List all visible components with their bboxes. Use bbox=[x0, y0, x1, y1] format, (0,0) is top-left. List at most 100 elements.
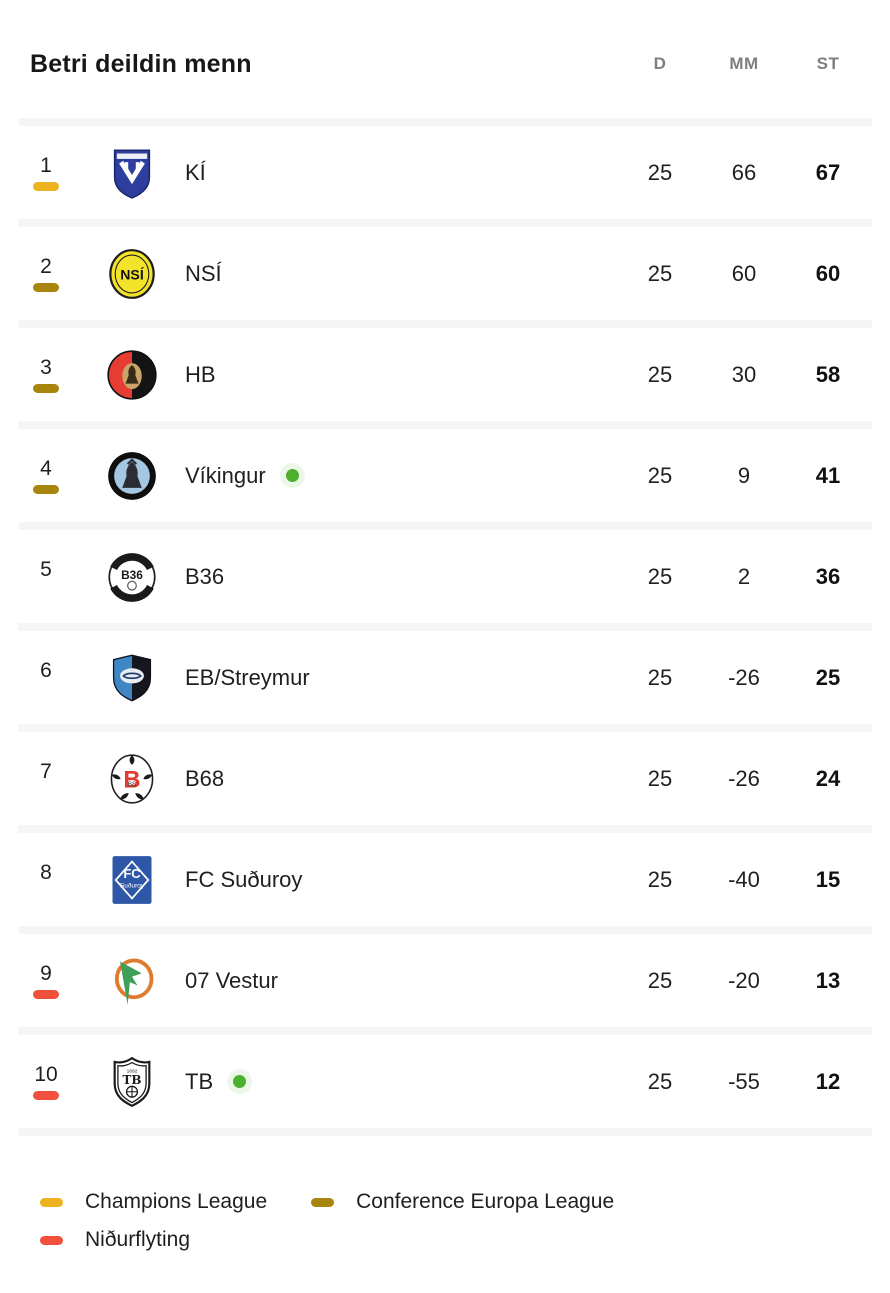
svg-text:TB: TB bbox=[123, 1073, 142, 1087]
svg-text:Suðuroy: Suðuroy bbox=[120, 881, 145, 889]
table-row-ki[interactable]: 1 KÍ 25 66 67 bbox=[0, 126, 890, 219]
played-value: 25 bbox=[647, 159, 673, 185]
conference-league-marker bbox=[33, 383, 59, 393]
row-stats: 25 -55 12 bbox=[628, 1069, 860, 1095]
row-stats: 25 30 58 bbox=[628, 362, 860, 388]
position-number: 3 bbox=[40, 356, 52, 380]
column-header-points: ST bbox=[816, 54, 840, 73]
legend-line-2: Niðurflyting bbox=[40, 1228, 890, 1252]
points-value: 15 bbox=[815, 866, 841, 892]
diff-value: -55 bbox=[728, 1068, 760, 1094]
svg-text:B36: B36 bbox=[121, 568, 143, 582]
row-stats: 25 -26 25 bbox=[628, 665, 860, 691]
team-name: FC Suðuroy bbox=[185, 866, 303, 892]
points-value: 12 bbox=[815, 1068, 841, 1094]
played-value: 25 bbox=[647, 1068, 673, 1094]
league-table-widget: Betri deildin menn D MM ST 1 KÍ 25 66 67… bbox=[0, 49, 890, 1252]
column-headers: D MM ST bbox=[628, 54, 860, 74]
live-match-dot-icon bbox=[233, 1075, 247, 1088]
diff-value: 66 bbox=[731, 159, 757, 185]
team-name: HB bbox=[185, 361, 216, 387]
diff-value: -26 bbox=[728, 664, 760, 690]
row-stats: 25 9 41 bbox=[628, 463, 860, 489]
rank-cell: 6 bbox=[30, 659, 62, 695]
legend-item-champions-league: Champions League bbox=[40, 1190, 267, 1214]
rank-cell: 2 bbox=[30, 255, 62, 292]
legend-label: Conference Europa League bbox=[356, 1190, 615, 1213]
rank-cell: 5 bbox=[30, 558, 62, 594]
vikingur-club-logo-icon bbox=[106, 450, 158, 502]
hb-club-logo-icon bbox=[106, 349, 158, 401]
svg-text:1892: 1892 bbox=[127, 1068, 138, 1074]
table-row-fc-suduroy[interactable]: 8 FC Suðuroy FC Suðuroy 25 -40 15 bbox=[0, 833, 890, 926]
position-number: 7 bbox=[40, 760, 52, 784]
team-name: KÍ bbox=[185, 159, 206, 185]
legend-label: Champions League bbox=[85, 1190, 268, 1213]
played-value: 25 bbox=[647, 260, 673, 286]
svg-text:68: 68 bbox=[128, 779, 136, 788]
table-row-hb[interactable]: 3 HB 25 30 58 bbox=[0, 328, 890, 421]
divider bbox=[18, 522, 872, 530]
team-cell: EB/Streymur bbox=[185, 665, 628, 691]
team-cell: Víkingur bbox=[185, 463, 628, 489]
position-number: 2 bbox=[40, 255, 52, 279]
b68-club-logo-icon: B 68 bbox=[106, 753, 158, 805]
table-row-07-vestur[interactable]: 9 07 Vestur 25 -20 13 bbox=[0, 934, 890, 1027]
played-value: 25 bbox=[647, 664, 673, 690]
points-value: 58 bbox=[815, 361, 841, 387]
ki-club-logo-icon bbox=[106, 147, 158, 199]
position-number: 6 bbox=[40, 659, 52, 683]
legend-item-relegation: Niðurflyting bbox=[40, 1228, 190, 1252]
row-stats: 25 -26 24 bbox=[628, 766, 860, 792]
diff-value: -26 bbox=[728, 765, 760, 791]
diff-value: 9 bbox=[737, 462, 751, 488]
rank-cell: 8 bbox=[30, 861, 62, 897]
legend: Champions League Conference Europa Leagu… bbox=[40, 1190, 890, 1252]
page-title: Betri deildin menn bbox=[30, 49, 252, 78]
svg-text:FC: FC bbox=[123, 865, 141, 880]
played-value: 25 bbox=[647, 866, 673, 892]
conference-league-marker-icon bbox=[311, 1197, 335, 1207]
team-cell: KÍ bbox=[185, 160, 628, 186]
team-name: TB bbox=[185, 1068, 214, 1094]
row-stats: 25 66 67 bbox=[628, 160, 860, 186]
position-number: 10 bbox=[34, 1063, 58, 1087]
table-row-nsi[interactable]: 2 NSÍ NSÍ 25 60 60 bbox=[0, 227, 890, 320]
live-match-dot-icon bbox=[285, 469, 299, 482]
team-name: NSÍ bbox=[185, 260, 222, 286]
divider bbox=[18, 926, 872, 934]
table-row-tb[interactable]: 10 1892 TB TB 25 -55 12 bbox=[0, 1035, 890, 1128]
diff-value: -20 bbox=[728, 967, 760, 993]
divider bbox=[18, 1128, 872, 1136]
played-value: 25 bbox=[647, 563, 673, 589]
rank-cell: 7 bbox=[30, 760, 62, 796]
team-name: B68 bbox=[185, 765, 225, 791]
rank-cell: 4 bbox=[30, 457, 62, 494]
champions-league-marker bbox=[33, 181, 59, 191]
relegation-marker-icon bbox=[40, 1235, 63, 1245]
points-value: 25 bbox=[815, 664, 841, 690]
position-number: 4 bbox=[40, 457, 52, 481]
divider bbox=[18, 1027, 872, 1035]
svg-text:B: B bbox=[123, 766, 140, 793]
position-number: 5 bbox=[40, 558, 52, 582]
played-value: 25 bbox=[647, 361, 673, 387]
team-name: 07 Vestur bbox=[185, 967, 278, 993]
rank-cell: 9 bbox=[30, 962, 62, 999]
table-row-vikingur[interactable]: 4 Víkingur 25 9 41 bbox=[0, 429, 890, 522]
legend-line-1: Champions League Conference Europa Leagu… bbox=[40, 1190, 890, 1214]
rank-cell: 10 bbox=[30, 1063, 62, 1100]
diff-value: 30 bbox=[731, 361, 757, 387]
table-row-b68[interactable]: 7 B 68 B68 25 -26 24 bbox=[0, 732, 890, 825]
position-number: 8 bbox=[40, 861, 52, 885]
team-cell: B68 bbox=[185, 766, 628, 792]
rank-cell: 3 bbox=[30, 356, 62, 393]
row-stats: 25 2 36 bbox=[628, 564, 860, 590]
team-name: B36 bbox=[185, 563, 225, 589]
team-cell: TB bbox=[185, 1069, 628, 1095]
team-name: Víkingur bbox=[185, 462, 266, 488]
table-row-b36[interactable]: 5 B36 B36 25 2 36 bbox=[0, 530, 890, 623]
table-row-eb-streymur[interactable]: 6 EB/Streymur 25 -26 25 bbox=[0, 631, 890, 724]
conference-league-marker bbox=[33, 282, 59, 292]
team-cell: HB bbox=[185, 362, 628, 388]
